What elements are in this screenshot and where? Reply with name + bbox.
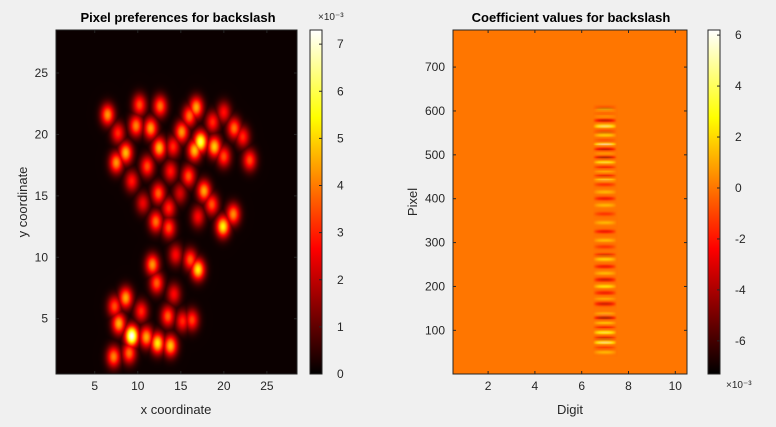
right-x-tick-label: 8: [625, 379, 632, 393]
right-x-tick-label: 10: [669, 379, 683, 393]
right-y-tick-label: 200: [425, 279, 445, 293]
left-x-tick-label: 25: [260, 379, 274, 393]
left-colorbar-tick-label: 1: [337, 320, 344, 334]
right-colorbar-tick-label: -4: [735, 283, 746, 297]
right-colorbar-tick-label: -2: [735, 232, 746, 246]
right-colorbar: [708, 30, 720, 374]
right-chart: Coefficient values for backslash 2 4 6 8 10 …: [405, 10, 752, 417]
left-colorbar-ticks: 0 1 2 3 4 5 6 7: [319, 37, 344, 381]
right-plot-frame: [452, 29, 688, 375]
right-y-tick-label: 700: [425, 60, 445, 74]
left-y-tick-label: 25: [35, 66, 49, 80]
left-colorbar-exponent: ×10⁻³: [318, 12, 344, 23]
left-colorbar-tick-label: 0: [337, 367, 344, 381]
right-x-axis-label: Digit: [557, 402, 583, 417]
right-colorbar-ticks: -6 -4 -2 0 2 4 6: [717, 28, 746, 348]
left-colorbar-tick-label: 7: [337, 37, 344, 51]
right-colorbar-tick-label: 2: [735, 130, 742, 144]
left-x-ticks: 5 10 15 20 25: [91, 30, 274, 393]
left-colorbar: [310, 30, 322, 374]
left-chart-title: Pixel preferences for backslash: [80, 10, 275, 25]
left-chart: Pixel preferences for backslash 5 10 15 20 2…: [15, 10, 344, 417]
right-colorbar-tick-label: -6: [735, 334, 746, 348]
right-y-tick-label: 600: [425, 104, 445, 118]
right-colorbar-exponent: ×10⁻³: [726, 380, 752, 391]
left-colorbar-frame: [309, 29, 323, 375]
right-x-tick-label: 4: [532, 379, 539, 393]
right-colorbar-tick-label: 4: [735, 79, 742, 93]
right-y-tick-label: 100: [425, 323, 445, 337]
left-colorbar-tick-label: 2: [337, 273, 344, 287]
left-plot-area: [56, 30, 297, 374]
left-y-tick-label: 15: [35, 189, 49, 203]
right-x-tick-label: 2: [485, 379, 492, 393]
left-y-axis-label: y coordinate: [15, 167, 30, 238]
right-colorbar-frame: [707, 29, 721, 375]
right-chart-title: Coefficient values for backslash: [472, 10, 671, 25]
left-colorbar-tick-label: 3: [337, 226, 344, 240]
right-y-tick-label: 500: [425, 148, 445, 162]
left-plot-frame: [55, 29, 298, 375]
left-x-tick-label: 10: [131, 379, 145, 393]
left-x-axis-label: x coordinate: [141, 402, 212, 417]
left-colorbar-tick-label: 5: [337, 131, 344, 145]
left-x-tick-label: 20: [217, 379, 231, 393]
left-y-tick-label: 5: [41, 312, 48, 326]
right-y-tick-label: 400: [425, 192, 445, 206]
right-colorbar-tick-label: 6: [735, 28, 742, 42]
right-x-tick-label: 6: [578, 379, 585, 393]
left-y-tick-label: 10: [35, 250, 49, 264]
left-colorbar-tick-label: 6: [337, 84, 344, 98]
left-x-tick-label: 15: [174, 379, 188, 393]
right-plot-area: [453, 30, 687, 374]
right-colorbar-tick-label: 0: [735, 181, 742, 195]
left-y-ticks: 5 10 15 20 25: [35, 66, 297, 326]
left-x-tick-label: 5: [91, 379, 98, 393]
right-x-ticks: 2 4 6 8 10: [485, 30, 683, 393]
right-y-tick-label: 300: [425, 236, 445, 250]
right-y-axis-label: Pixel: [405, 188, 420, 216]
left-y-tick-label: 20: [35, 127, 49, 141]
left-colorbar-tick-label: 4: [337, 179, 344, 193]
right-y-ticks: 100 200 300 400 500 600 700: [425, 60, 687, 337]
